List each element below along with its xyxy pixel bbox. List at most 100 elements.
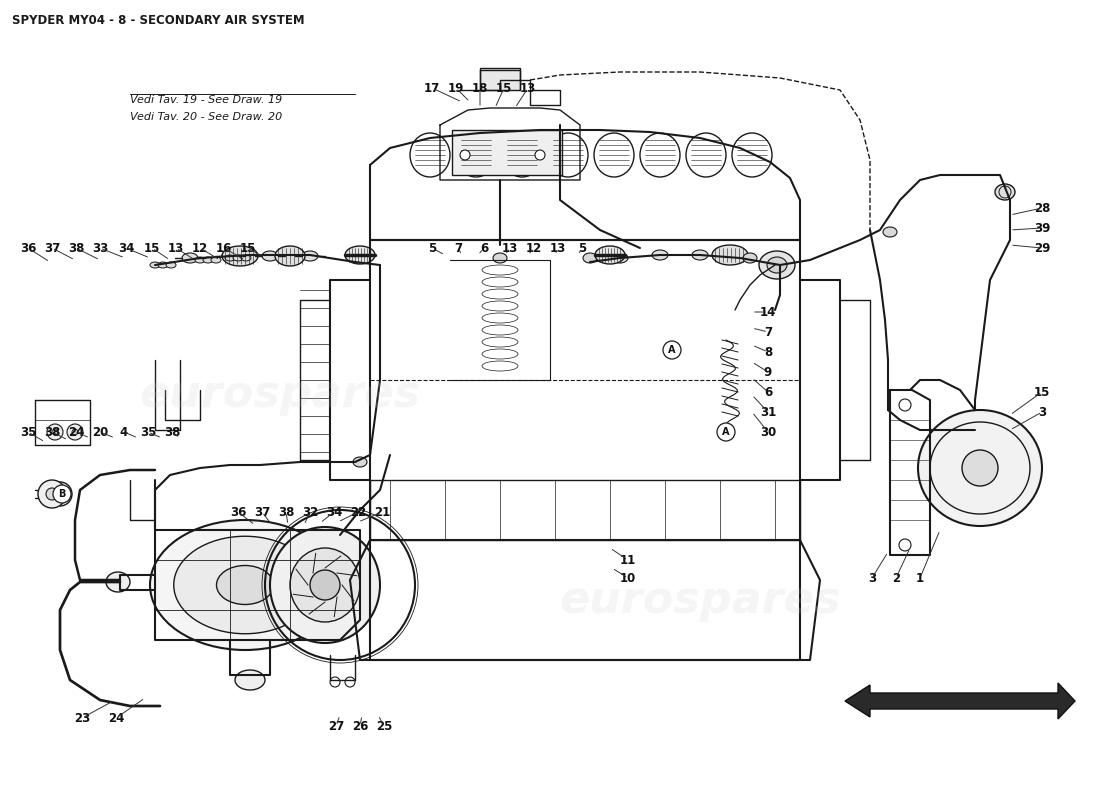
Text: 22: 22 bbox=[350, 506, 366, 518]
Text: SPYDER MY04 - 8 - SECONDARY AIR SYSTEM: SPYDER MY04 - 8 - SECONDARY AIR SYSTEM bbox=[12, 14, 305, 27]
Text: 30: 30 bbox=[760, 426, 777, 438]
Text: 13: 13 bbox=[550, 242, 566, 254]
Ellipse shape bbox=[182, 253, 198, 263]
Ellipse shape bbox=[652, 250, 668, 260]
Text: A: A bbox=[669, 345, 675, 355]
Text: 21: 21 bbox=[374, 506, 390, 518]
Ellipse shape bbox=[226, 255, 235, 261]
Text: 4: 4 bbox=[120, 426, 128, 438]
Ellipse shape bbox=[235, 670, 265, 690]
Text: 10: 10 bbox=[620, 571, 636, 585]
Text: 11: 11 bbox=[620, 554, 636, 566]
Text: 32: 32 bbox=[301, 506, 318, 518]
Ellipse shape bbox=[692, 250, 708, 260]
Text: 1: 1 bbox=[916, 571, 924, 585]
Circle shape bbox=[899, 539, 911, 551]
Text: 36: 36 bbox=[20, 242, 36, 254]
Text: 18: 18 bbox=[472, 82, 488, 94]
Circle shape bbox=[47, 424, 63, 440]
Ellipse shape bbox=[996, 184, 1015, 200]
Text: 37: 37 bbox=[254, 506, 271, 518]
Text: 28: 28 bbox=[1034, 202, 1050, 214]
Ellipse shape bbox=[222, 251, 238, 261]
Text: 13: 13 bbox=[168, 242, 184, 254]
Ellipse shape bbox=[883, 227, 896, 237]
Text: 38: 38 bbox=[44, 426, 60, 438]
Ellipse shape bbox=[241, 255, 251, 261]
Ellipse shape bbox=[302, 251, 318, 261]
Circle shape bbox=[460, 150, 470, 160]
Ellipse shape bbox=[583, 253, 597, 263]
Text: 13: 13 bbox=[502, 242, 518, 254]
Circle shape bbox=[53, 485, 72, 503]
Text: 15: 15 bbox=[144, 242, 161, 254]
Text: eurospares: eurospares bbox=[140, 374, 420, 417]
Circle shape bbox=[535, 150, 544, 160]
Circle shape bbox=[899, 399, 911, 411]
Ellipse shape bbox=[310, 570, 340, 600]
Text: 9: 9 bbox=[763, 366, 772, 378]
Text: 16: 16 bbox=[216, 242, 232, 254]
Ellipse shape bbox=[204, 257, 213, 263]
Text: 33: 33 bbox=[92, 242, 108, 254]
Text: 36: 36 bbox=[230, 506, 246, 518]
Ellipse shape bbox=[345, 246, 375, 264]
Ellipse shape bbox=[233, 255, 243, 261]
Text: 24: 24 bbox=[108, 711, 124, 725]
Text: 24: 24 bbox=[68, 426, 85, 438]
Text: 6: 6 bbox=[763, 386, 772, 398]
Text: 26: 26 bbox=[352, 719, 368, 733]
Circle shape bbox=[39, 480, 66, 508]
Text: 12: 12 bbox=[526, 242, 542, 254]
Ellipse shape bbox=[353, 457, 367, 467]
Text: Vedi Tav. 20 - See Draw. 20: Vedi Tav. 20 - See Draw. 20 bbox=[130, 112, 283, 122]
Text: 17: 17 bbox=[424, 82, 440, 94]
Text: 15: 15 bbox=[1034, 386, 1050, 398]
Text: 34: 34 bbox=[326, 506, 342, 518]
Ellipse shape bbox=[742, 253, 757, 263]
Text: A: A bbox=[723, 427, 729, 437]
Text: 38: 38 bbox=[164, 426, 180, 438]
Ellipse shape bbox=[918, 410, 1042, 526]
Circle shape bbox=[46, 488, 58, 500]
Text: 8: 8 bbox=[763, 346, 772, 358]
Ellipse shape bbox=[166, 262, 176, 268]
Text: 29: 29 bbox=[1034, 242, 1050, 254]
Circle shape bbox=[52, 429, 58, 435]
Text: 5: 5 bbox=[578, 242, 586, 254]
Ellipse shape bbox=[158, 262, 168, 268]
Circle shape bbox=[48, 482, 72, 506]
Text: B: B bbox=[58, 489, 66, 499]
Text: 5: 5 bbox=[428, 242, 436, 254]
Circle shape bbox=[663, 341, 681, 359]
Circle shape bbox=[72, 429, 78, 435]
Ellipse shape bbox=[262, 251, 278, 261]
Ellipse shape bbox=[759, 251, 795, 279]
Text: eurospares: eurospares bbox=[559, 578, 840, 622]
Text: 3: 3 bbox=[1038, 406, 1046, 418]
Text: 15: 15 bbox=[240, 242, 256, 254]
Ellipse shape bbox=[595, 246, 625, 264]
Ellipse shape bbox=[174, 536, 317, 634]
Text: 37: 37 bbox=[44, 242, 60, 254]
Ellipse shape bbox=[106, 572, 130, 592]
Text: 35: 35 bbox=[20, 426, 36, 438]
Text: 12: 12 bbox=[191, 242, 208, 254]
Ellipse shape bbox=[217, 566, 274, 605]
Ellipse shape bbox=[290, 548, 360, 622]
Ellipse shape bbox=[195, 257, 205, 263]
Text: 13: 13 bbox=[520, 82, 536, 94]
Text: 27: 27 bbox=[328, 719, 344, 733]
Text: 23: 23 bbox=[74, 711, 90, 725]
Ellipse shape bbox=[767, 257, 786, 273]
Text: 34: 34 bbox=[118, 242, 134, 254]
Bar bbox=[452, 130, 562, 175]
Ellipse shape bbox=[222, 246, 258, 266]
Text: 15: 15 bbox=[496, 82, 513, 94]
Text: 19: 19 bbox=[448, 82, 464, 94]
Text: 38: 38 bbox=[68, 242, 85, 254]
Text: 7: 7 bbox=[454, 242, 462, 254]
Polygon shape bbox=[845, 683, 1075, 719]
Text: 7: 7 bbox=[763, 326, 772, 338]
Ellipse shape bbox=[612, 253, 628, 263]
